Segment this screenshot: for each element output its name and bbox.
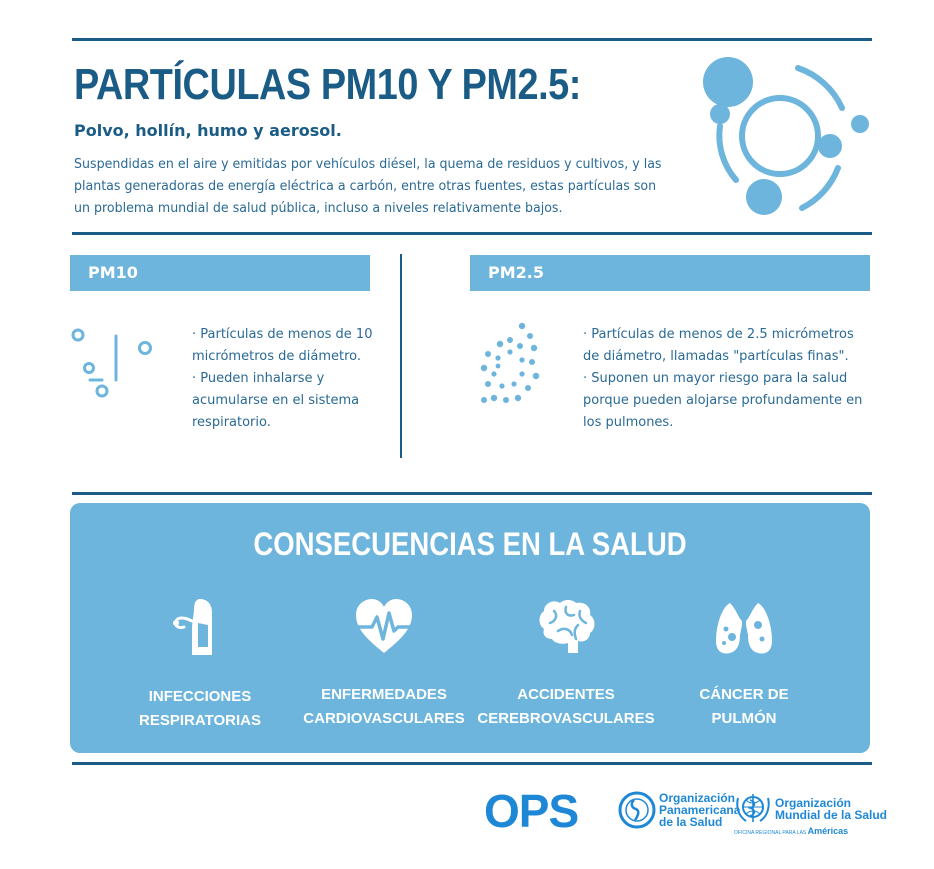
pm25-description: · Partículas de menos de 2.5 micrómetros…	[583, 324, 862, 434]
paho-name-line: Organización	[659, 791, 736, 805]
pm10-line: · Partículas de menos de 10	[192, 327, 373, 342]
consequence-label: ACCIDENTES	[517, 686, 615, 703]
consequence-label: CARDIOVASCULARES	[303, 710, 465, 727]
who-region: OFICINA REGIONAL PARA LAS Américas	[734, 826, 848, 836]
who-emblem-icon	[736, 794, 770, 822]
column-divider	[400, 254, 402, 458]
section-divider	[72, 492, 872, 495]
pm25-header: PM2.5	[470, 255, 870, 291]
who-region-name: Américas	[807, 826, 849, 836]
who-region-prefix: OFICINA REGIONAL PARA LAS	[734, 830, 807, 836]
pm25-line: de diámetro, llamadas "partículas finas"…	[583, 349, 849, 364]
pm10-header: PM10	[70, 255, 370, 291]
brain-icon	[539, 600, 595, 653]
pm25-line: · Suponen un mayor riesgo para la salud	[583, 371, 848, 386]
consequence-label: ENFERMEDADES	[321, 686, 447, 703]
consequence-label: CÁNCER DE	[699, 686, 789, 703]
page-title: PARTÍCULAS PM10 Y PM2.5:	[74, 60, 581, 109]
who-name: Organización Mundial de la Salud	[775, 797, 887, 821]
bottom-divider	[72, 762, 872, 765]
intro-paragraph: Suspendidas en el aire y emitidas por ve…	[74, 157, 662, 216]
top-divider	[72, 38, 872, 41]
coarse-particles-icon	[71, 328, 152, 398]
consequence-item: INFECCIONES RESPIRATORIAS	[110, 595, 290, 733]
fine-particles-icon	[480, 322, 540, 403]
who-name-line: Mundial de la Salud	[775, 808, 888, 822]
consequence-item: CÁNCER DE PULMÓN	[654, 595, 834, 731]
consequence-item: ENFERMEDADES CARDIOVASCULARES	[294, 595, 474, 731]
paho-name-line: Panamericana	[659, 803, 741, 817]
lungs-icon	[716, 599, 772, 654]
paho-emblem-icon	[618, 791, 656, 829]
pm10-description: · Partículas de menos de 10 micrómetros …	[192, 324, 372, 434]
section-divider	[72, 232, 872, 235]
consequence-label: RESPIRATORIAS	[139, 712, 261, 729]
consequence-label: CEREBROVASCULARES	[477, 710, 655, 727]
paho-name-line: de la Salud	[659, 815, 723, 829]
pm10-line: respiratorio.	[192, 415, 271, 430]
pm25-line: los pulmones.	[583, 415, 674, 430]
respiratory-icon	[173, 599, 212, 655]
pm10-line: acumularse en el sistema	[192, 393, 360, 408]
particles-icon	[703, 57, 869, 215]
heart-icon	[356, 599, 412, 653]
consequences-title: CONSECUENCIAS EN LA SALUD	[253, 526, 687, 562]
page-subtitle: Polvo, hollín, humo y aerosol.	[74, 121, 342, 140]
consequence-label: PULMÓN	[711, 710, 777, 727]
who-name-line: Organización	[775, 796, 852, 810]
pm25-line: · Partículas de menos de 2.5 micrómetros	[583, 327, 854, 342]
pm10-line: · Pueden inhalarse y	[192, 371, 325, 386]
consequence-label: INFECCIONES	[148, 688, 252, 705]
consequence-item: ACCIDENTES CEREBROVASCULARES	[476, 595, 656, 731]
paho-name: Organización Panamericana de la Salud	[659, 792, 740, 828]
pm25-line: porque pueden alojarse profundamente en	[583, 393, 863, 408]
pm10-line: micrómetros de diámetro.	[192, 349, 361, 364]
ops-logo: OPS	[484, 785, 579, 837]
